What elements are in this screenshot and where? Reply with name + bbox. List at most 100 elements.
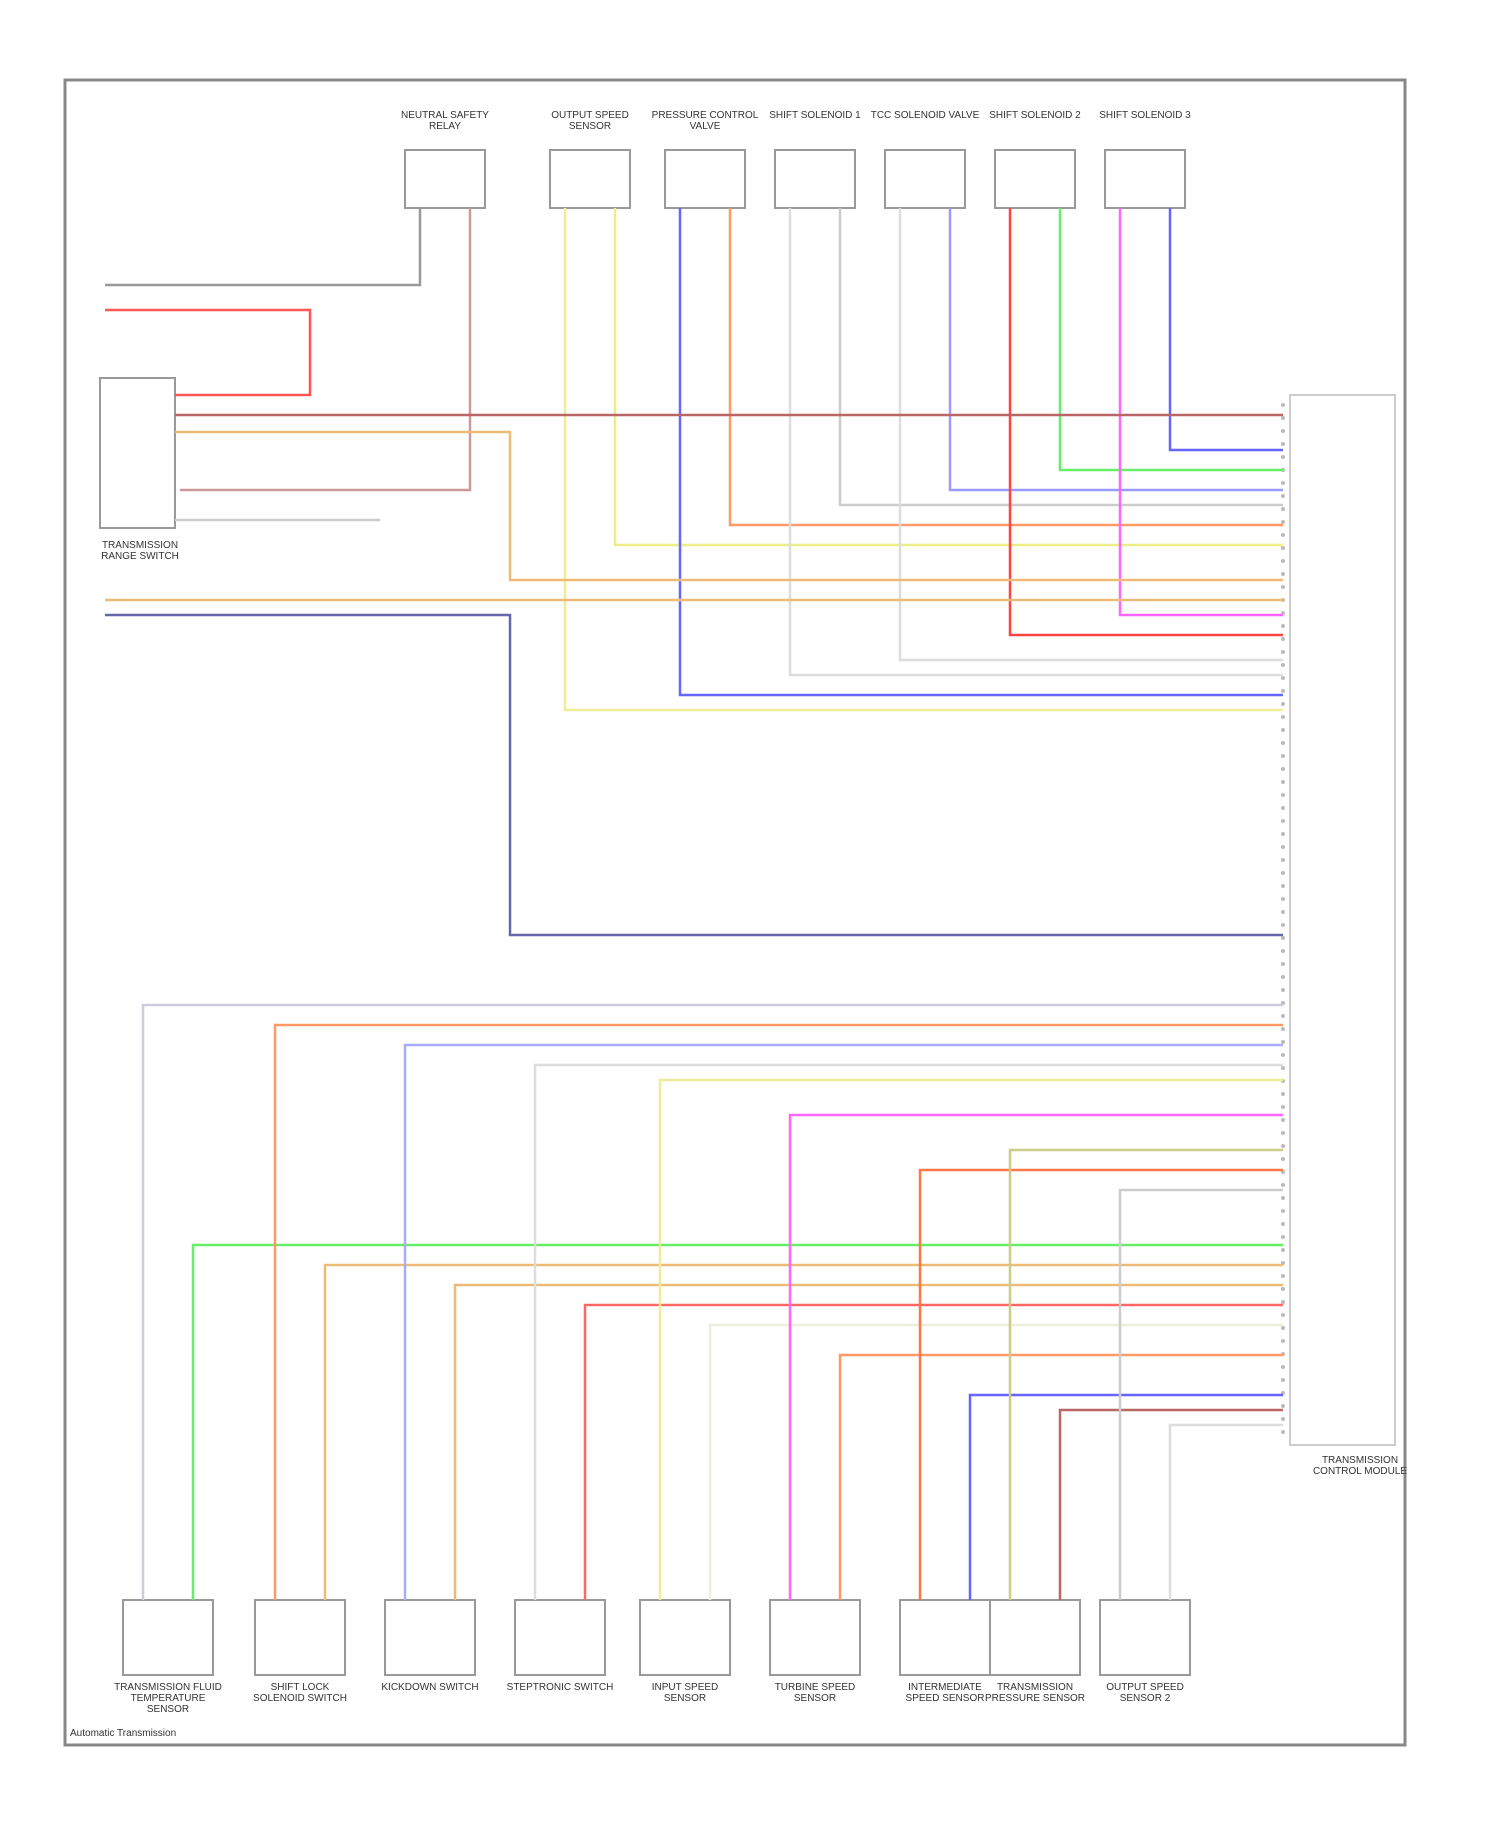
pin xyxy=(1281,1222,1285,1226)
pin xyxy=(1281,1014,1285,1018)
pin xyxy=(1281,1053,1285,1057)
component-label: PRESSURE CONTROL VALVE xyxy=(651,110,759,132)
pin xyxy=(1281,858,1285,862)
component-label: KICKDOWN SWITCH xyxy=(381,1682,479,1693)
wire xyxy=(533,1063,1283,1600)
pin xyxy=(1281,936,1285,940)
wire xyxy=(1168,1423,1283,1600)
pin xyxy=(1281,806,1285,810)
pin xyxy=(1281,1326,1285,1330)
pin xyxy=(1281,871,1285,875)
wire xyxy=(583,1303,1283,1600)
component-label: TRANSMISSION PRESSURE SENSOR xyxy=(984,1682,1086,1704)
component-box xyxy=(1099,1599,1191,1676)
connector-label: TRANSMISSION CONTROL MODULE xyxy=(1312,1455,1408,1477)
pin xyxy=(1281,416,1285,420)
pin xyxy=(1281,546,1285,550)
pin xyxy=(1281,637,1285,641)
wire xyxy=(1008,1148,1283,1600)
wire xyxy=(1058,208,1283,472)
component-box xyxy=(769,1599,861,1676)
component-label: SHIFT SOLENOID 2 xyxy=(989,110,1081,121)
pin xyxy=(1281,650,1285,654)
pin xyxy=(1281,845,1285,849)
connector-body xyxy=(1289,394,1396,1446)
component-box xyxy=(122,1599,214,1676)
pin xyxy=(1281,1040,1285,1044)
wire xyxy=(788,208,1283,677)
wire xyxy=(838,1353,1283,1600)
pin xyxy=(1281,559,1285,563)
wire xyxy=(141,1003,1283,1600)
wire xyxy=(1058,1408,1283,1600)
wire xyxy=(613,208,1283,547)
pin xyxy=(1281,676,1285,680)
pin xyxy=(1281,507,1285,511)
range-switch-label: TRANSMISSION RANGE SWITCH xyxy=(101,540,179,562)
wire xyxy=(323,1263,1283,1600)
wire xyxy=(273,1023,1283,1600)
pin xyxy=(1281,793,1285,797)
pin xyxy=(1281,663,1285,667)
wire xyxy=(918,1168,1283,1600)
component-box xyxy=(639,1599,731,1676)
component-box xyxy=(254,1599,346,1676)
wire xyxy=(175,430,1283,582)
frame xyxy=(63,78,1407,1747)
pin xyxy=(1281,832,1285,836)
component-box xyxy=(774,149,856,209)
wire xyxy=(563,208,1283,712)
component-box xyxy=(384,1599,476,1676)
pin xyxy=(1281,1209,1285,1213)
pin xyxy=(1281,689,1285,693)
pin xyxy=(1281,481,1285,485)
pin xyxy=(1281,728,1285,732)
component-box xyxy=(1104,149,1186,209)
wire xyxy=(105,308,312,397)
pin xyxy=(1281,624,1285,628)
pin xyxy=(1281,1196,1285,1200)
pin xyxy=(1281,1313,1285,1317)
component-box xyxy=(514,1599,606,1676)
component-label: TRANSMISSION FLUID TEMPERATURE SENSOR xyxy=(114,1682,222,1715)
pin xyxy=(1281,702,1285,706)
pin xyxy=(1281,1105,1285,1109)
pin xyxy=(1281,975,1285,979)
pin xyxy=(1281,910,1285,914)
pin xyxy=(1281,1066,1285,1070)
component-label: STEPTRONIC SWITCH xyxy=(506,1682,614,1693)
component-label: SHIFT LOCK SOLENOID SWITCH xyxy=(253,1682,347,1704)
component-box xyxy=(549,149,631,209)
wire xyxy=(838,208,1283,507)
pin xyxy=(1281,455,1285,459)
pin xyxy=(1281,1248,1285,1252)
component-label: INTERMEDIATE SPEED SENSOR xyxy=(905,1682,985,1704)
pin xyxy=(1281,1274,1285,1278)
pin xyxy=(1281,1430,1285,1434)
component-box xyxy=(989,1599,1081,1676)
component-label: NEUTRAL SAFETY RELAY xyxy=(401,110,489,132)
pin xyxy=(1281,494,1285,498)
wire xyxy=(948,208,1283,492)
pin xyxy=(1281,533,1285,537)
pin xyxy=(1281,1092,1285,1096)
pin xyxy=(1281,1131,1285,1135)
component-label: OUTPUT SPEED SENSOR 2 xyxy=(1106,1682,1184,1704)
pin xyxy=(1281,1287,1285,1291)
range-switch-box xyxy=(99,377,176,529)
pin xyxy=(1281,1118,1285,1122)
pin xyxy=(1281,1183,1285,1187)
pin xyxy=(1281,1417,1285,1421)
pin xyxy=(1281,988,1285,992)
component-label: INPUT SPEED SENSOR xyxy=(651,1682,719,1704)
pin xyxy=(1281,767,1285,771)
pin xyxy=(1281,897,1285,901)
component-box xyxy=(884,149,966,209)
wire xyxy=(403,1043,1283,1600)
pin xyxy=(1281,1027,1285,1031)
wire xyxy=(105,208,422,287)
pin xyxy=(1281,962,1285,966)
wire xyxy=(658,1078,1283,1600)
pin xyxy=(1281,572,1285,576)
